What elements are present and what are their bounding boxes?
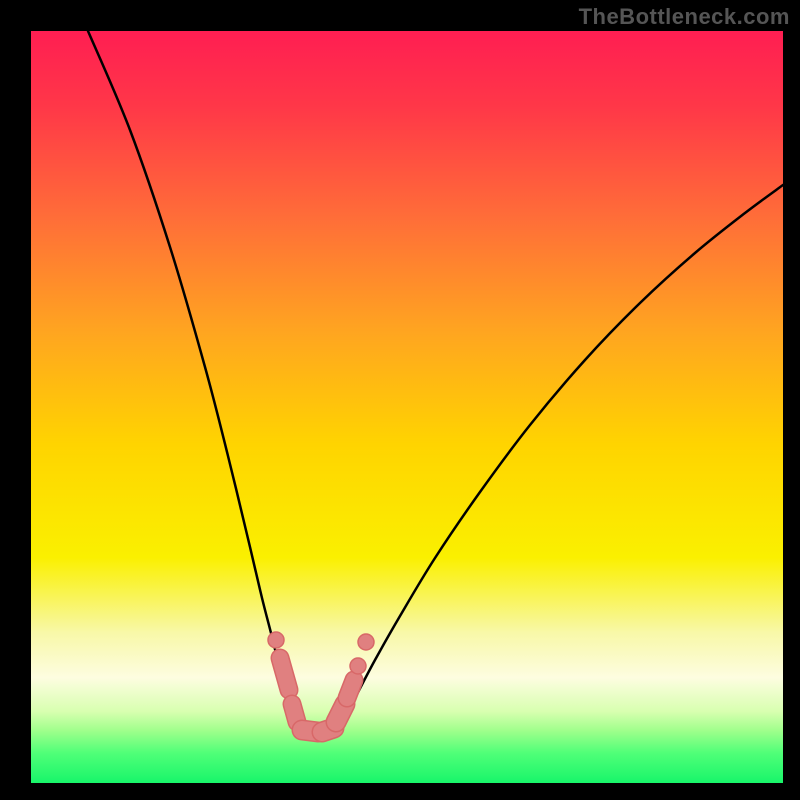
plot-area	[31, 31, 783, 783]
watermark-text: TheBottleneck.com	[579, 4, 790, 30]
gradient-background	[31, 31, 783, 783]
